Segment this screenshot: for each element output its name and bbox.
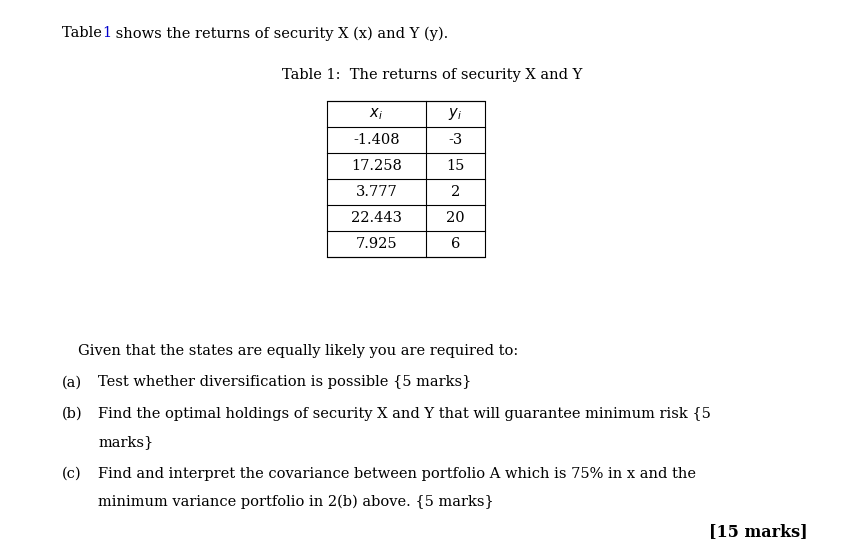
Text: 6: 6 — [451, 237, 460, 251]
Text: (b): (b) — [62, 407, 83, 421]
Text: 3.777: 3.777 — [355, 185, 397, 199]
Text: 7.925: 7.925 — [355, 237, 397, 251]
Text: $x_i$: $x_i$ — [369, 106, 384, 121]
Text: Given that the states are equally likely you are required to:: Given that the states are equally likely… — [78, 344, 518, 358]
Text: $y_i$: $y_i$ — [448, 106, 462, 122]
Text: [15 marks]: [15 marks] — [709, 523, 808, 540]
Text: (c): (c) — [62, 467, 82, 481]
Text: 1: 1 — [102, 26, 111, 40]
Text: 2: 2 — [451, 185, 460, 199]
Text: Table: Table — [62, 26, 107, 40]
Text: -3: -3 — [448, 133, 462, 147]
Text: Find the optimal holdings of security X and Y that will guarantee minimum risk {: Find the optimal holdings of security X … — [98, 407, 711, 421]
Text: shows the returns of security X (x) and Y (y).: shows the returns of security X (x) and … — [111, 26, 448, 40]
Text: 22.443: 22.443 — [351, 211, 402, 225]
Text: Test whether diversification is possible {5 marks}: Test whether diversification is possible… — [98, 375, 472, 390]
Text: Find and interpret the covariance between portfolio A which is 75% in x and the: Find and interpret the covariance betwee… — [98, 467, 696, 481]
Bar — [327, 101, 485, 257]
Text: 15: 15 — [446, 159, 465, 173]
Text: 20: 20 — [446, 211, 465, 225]
Text: -1.408: -1.408 — [353, 133, 399, 147]
Text: minimum variance portfolio in 2(b) above. {5 marks}: minimum variance portfolio in 2(b) above… — [98, 495, 494, 509]
Text: marks}: marks} — [98, 435, 154, 449]
Text: 17.258: 17.258 — [351, 159, 402, 173]
Text: Table 1:  The returns of security X and Y: Table 1: The returns of security X and Y — [282, 68, 582, 82]
Text: (a): (a) — [62, 375, 82, 390]
